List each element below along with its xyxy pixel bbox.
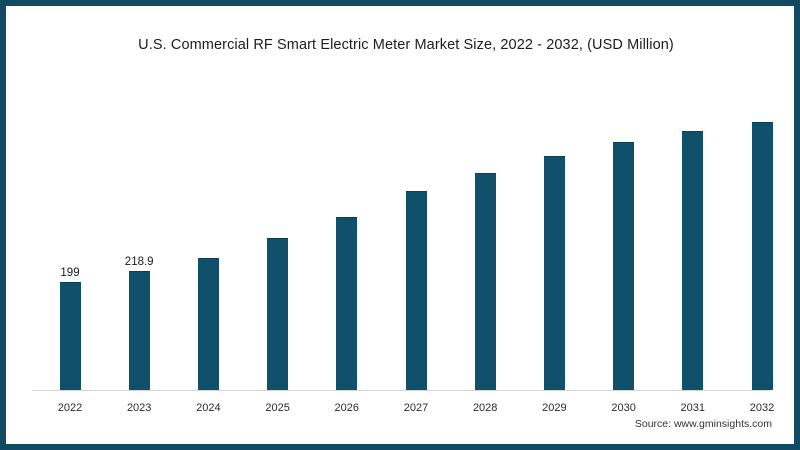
bar-column — [246, 66, 310, 390]
bar-column — [384, 66, 448, 390]
bar[interactable] — [197, 258, 219, 390]
x-axis-tick-label: 2026 — [334, 402, 360, 414]
bar-group — [522, 66, 586, 390]
x-axis-tick-label: 2023 — [126, 402, 152, 414]
bar[interactable] — [59, 282, 81, 390]
chart-title: U.S. Commercial RF Smart Electric Meter … — [138, 37, 674, 53]
bar[interactable] — [128, 271, 150, 390]
x-axis-tick-label: 2022 — [57, 402, 83, 414]
bar-column: 218.9 — [107, 66, 171, 390]
bar[interactable] — [267, 238, 289, 390]
bar-value-label: 199 — [60, 266, 80, 279]
bar-column — [453, 66, 517, 390]
x-axis-line — [32, 390, 770, 391]
bar[interactable] — [474, 173, 496, 390]
bar-group — [176, 66, 240, 390]
bar-group — [661, 66, 725, 390]
x-axis-tick-label: 2029 — [542, 402, 567, 414]
bar-column: 199 — [38, 66, 102, 390]
x-axis-tick-label: 2027 — [403, 402, 429, 414]
bar[interactable] — [751, 122, 773, 390]
bar-group — [315, 66, 379, 390]
x-axis-tick-label: 2030 — [611, 402, 636, 414]
bar-column — [592, 66, 656, 390]
bar-group — [730, 66, 794, 390]
bar[interactable] — [336, 216, 358, 390]
bar-group: 218.9 — [107, 66, 171, 390]
bar-group — [453, 66, 517, 390]
bar-value-label: 218.9 — [124, 255, 154, 268]
x-axis-tick-label: 2024 — [196, 402, 221, 414]
x-axis-tick-label: 2032 — [749, 402, 775, 414]
chart-canvas: U.S. Commercial RF Smart Electric Meter … — [6, 6, 794, 444]
bar[interactable] — [613, 142, 635, 390]
bar-group — [592, 66, 656, 390]
bar-group — [246, 66, 310, 390]
x-axis-tick-label: 2025 — [265, 402, 290, 414]
x-axis-tick-label: 2031 — [680, 402, 706, 414]
bar-column — [522, 66, 586, 390]
bar-column — [661, 66, 725, 390]
bar-group: 199 — [38, 66, 102, 390]
x-axis-tick-label: 2028 — [472, 402, 498, 414]
plot-area: 199 2022 218.9 2023 2024 2025 2026 2027 2028 2029… — [6, 66, 794, 414]
bar-column — [315, 66, 379, 390]
bar[interactable] — [405, 190, 427, 390]
bar-group — [384, 66, 448, 390]
bar-column — [176, 66, 240, 390]
bar-column — [730, 66, 794, 390]
bar[interactable] — [682, 131, 704, 390]
source-attribution: Source: www.gminsights.com — [634, 418, 772, 430]
bar[interactable] — [543, 156, 565, 390]
